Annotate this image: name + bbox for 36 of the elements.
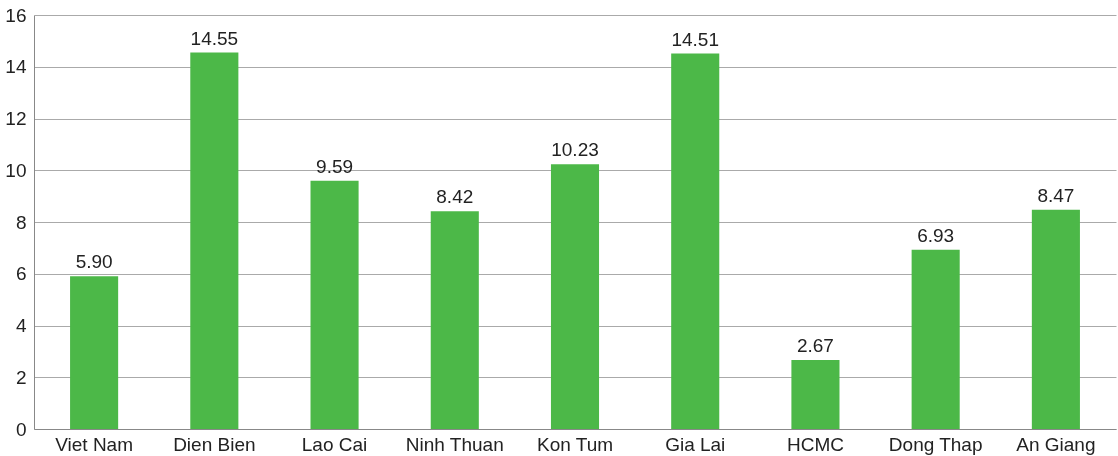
data-label: 14.55 xyxy=(190,27,239,49)
y-tick-label: 6 xyxy=(15,263,27,285)
y-tick-label: 10 xyxy=(5,159,27,181)
x-tick-label: An Giang xyxy=(1016,433,1096,455)
y-tick-label: 12 xyxy=(5,108,27,129)
y-tick-label: 8 xyxy=(15,211,27,233)
x-tick-label: Lao Cai xyxy=(301,433,368,455)
x-tick-label: Gia Lai xyxy=(665,433,726,455)
data-label: 8.42 xyxy=(436,186,474,208)
bar xyxy=(430,211,479,429)
data-label: 10.23 xyxy=(551,139,599,161)
y-tick-label: 2 xyxy=(15,366,27,388)
y-tick-label: 4 xyxy=(15,315,27,336)
x-tick-label: Kon Tum xyxy=(536,433,614,455)
x-tick-label: Dien Bien xyxy=(173,433,256,455)
bar xyxy=(1031,209,1080,429)
y-tick-label: 14 xyxy=(5,56,27,78)
bar xyxy=(70,276,119,429)
x-tick-label: Viet Nam xyxy=(55,433,134,455)
data-label: 2.67 xyxy=(796,334,834,356)
bar xyxy=(310,180,359,429)
bar xyxy=(671,53,720,429)
y-tick-label: 16 xyxy=(5,4,27,26)
data-label: 9.59 xyxy=(316,155,354,177)
data-label: 5.90 xyxy=(75,251,113,273)
bar xyxy=(550,164,600,429)
x-tick-label: Dong Thap xyxy=(888,433,983,455)
data-label: 8.47 xyxy=(1037,184,1075,206)
bar xyxy=(190,52,239,429)
x-tick-label: Ninh Thuan xyxy=(405,433,504,455)
x-tick-label: HCMC xyxy=(786,433,844,455)
data-label: 14.51 xyxy=(671,28,719,50)
bar xyxy=(911,249,960,429)
y-tick-label: 0 xyxy=(15,418,27,440)
data-label: 6.93 xyxy=(917,224,955,246)
bar xyxy=(791,359,840,429)
